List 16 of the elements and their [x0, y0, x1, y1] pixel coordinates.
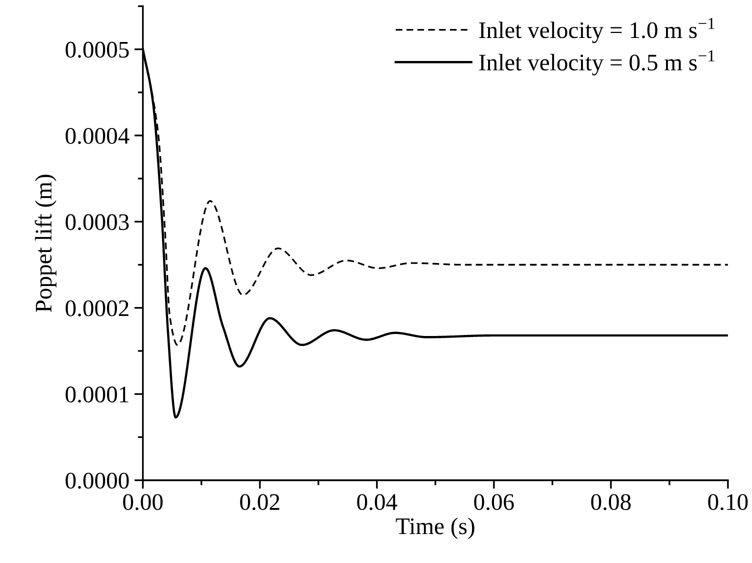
x-axis-title: Time (s) [396, 518, 474, 540]
legend-label: Inlet velocity = 1.0 m s$^{−1}$ [479, 18, 714, 44]
y-tick-label: 0.0005 [66, 42, 129, 58]
x-tick-label: 0.02 [240, 494, 280, 510]
y-tick-label: 0.0000 [66, 472, 129, 489]
x-tick-label: 0.04 [357, 494, 398, 510]
x-tick-label: 0.08 [591, 494, 631, 510]
y-tick-label: 0.0004 [66, 128, 130, 144]
x-tick-label: 0.00 [123, 494, 163, 510]
x-tick-label: 0.10 [708, 494, 748, 510]
legend-label: Inlet velocity = 0.5 m s$^{−1}$ [479, 50, 714, 76]
y-axis-title: Poppet lift (m) [34, 174, 56, 312]
x-tick-label: 0.06 [474, 494, 514, 510]
y-tick-label: 0.0003 [66, 214, 129, 230]
y-tick-label: 0.0001 [66, 386, 128, 403]
y-tick-label: 0.0002 [66, 300, 128, 316]
